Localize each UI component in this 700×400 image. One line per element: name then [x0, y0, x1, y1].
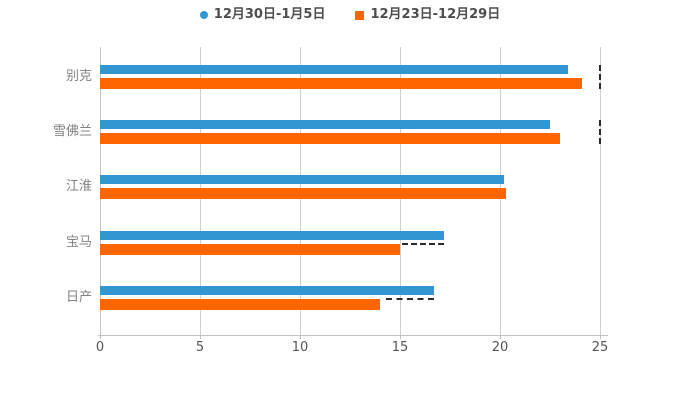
bar-series0-row0[interactable]: [100, 65, 568, 74]
artifact-dash-vertical: [599, 120, 601, 145]
x-axis-tick: [200, 335, 201, 339]
bar-series0-row1[interactable]: [100, 120, 550, 130]
chart-legend: 12月30日-1月5日 12月23日-12月29日: [0, 4, 700, 26]
x-axis-tick: [100, 335, 101, 339]
category-label-0: 别克: [65, 69, 92, 84]
category-label-2: 江淮: [65, 179, 92, 195]
x-axis-tick: [400, 335, 401, 339]
category-label-1: 雪佛兰: [52, 124, 92, 140]
legend-item-series-0[interactable]: 12月30日-1月5日: [199, 7, 326, 22]
legend-circle-marker-icon: [199, 11, 208, 19]
bar-series1-row4[interactable]: [100, 298, 380, 310]
category-label-3: 宝马: [65, 234, 92, 250]
legend-label: 12月23日-12月29日: [370, 7, 501, 22]
bar-series0-row2[interactable]: [100, 175, 504, 185]
x-tick-label: 20: [491, 340, 509, 355]
bar-series1-row0[interactable]: [100, 78, 582, 89]
bar-series0-row3[interactable]: [100, 230, 444, 240]
artifact-dash-vertical: [599, 65, 601, 89]
x-tick-label: 15: [391, 340, 409, 355]
x-tick-label: 10: [291, 340, 309, 355]
artifact-dash-horizontal: [386, 297, 434, 300]
x-axis-tick: [300, 335, 301, 339]
bar-series1-row1[interactable]: [100, 133, 560, 145]
artifact-dash-horizontal: [402, 242, 444, 245]
category-label-4: 日产: [65, 289, 92, 305]
bar-series1-row2[interactable]: [100, 188, 506, 200]
x-tick-label: 0: [95, 340, 105, 355]
x-tick-label: 5: [195, 340, 205, 355]
gridline-x-25: [600, 47, 601, 335]
bar-series1-row3[interactable]: [100, 243, 400, 255]
legend-item-series-1[interactable]: 12月23日-12月29日: [355, 8, 500, 22]
x-axis-tick: [500, 335, 501, 339]
x-tick-label: 25: [591, 340, 609, 355]
legend-square-marker-icon: [355, 10, 365, 20]
legend-label: 12月30日-1月5日: [213, 7, 326, 22]
x-axis-line: [98, 335, 608, 336]
x-axis-tick: [600, 335, 601, 339]
bar-series0-row4[interactable]: [100, 285, 434, 295]
